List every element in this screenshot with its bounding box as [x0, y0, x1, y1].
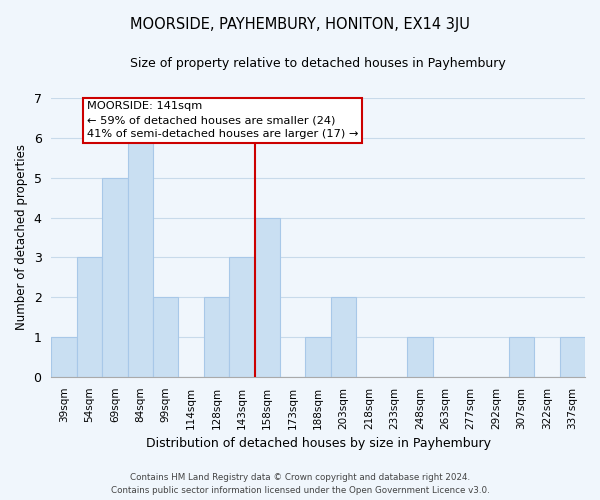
X-axis label: Distribution of detached houses by size in Payhembury: Distribution of detached houses by size … — [146, 437, 491, 450]
Bar — [77, 258, 102, 377]
Bar — [509, 337, 534, 377]
Bar — [51, 337, 77, 377]
Text: MOORSIDE: 141sqm
← 59% of detached houses are smaller (24)
41% of semi-detached : MOORSIDE: 141sqm ← 59% of detached house… — [87, 101, 358, 139]
Bar — [305, 337, 331, 377]
Text: Contains HM Land Registry data © Crown copyright and database right 2024.
Contai: Contains HM Land Registry data © Crown c… — [110, 473, 490, 495]
Bar — [204, 297, 229, 377]
Y-axis label: Number of detached properties: Number of detached properties — [15, 144, 28, 330]
Bar — [229, 258, 254, 377]
Bar — [407, 337, 433, 377]
Bar — [331, 297, 356, 377]
Bar — [560, 337, 585, 377]
Bar — [102, 178, 128, 377]
Bar — [254, 218, 280, 377]
Bar — [128, 138, 153, 377]
Title: Size of property relative to detached houses in Payhembury: Size of property relative to detached ho… — [130, 58, 506, 70]
Bar — [153, 297, 178, 377]
Text: MOORSIDE, PAYHEMBURY, HONITON, EX14 3JU: MOORSIDE, PAYHEMBURY, HONITON, EX14 3JU — [130, 18, 470, 32]
